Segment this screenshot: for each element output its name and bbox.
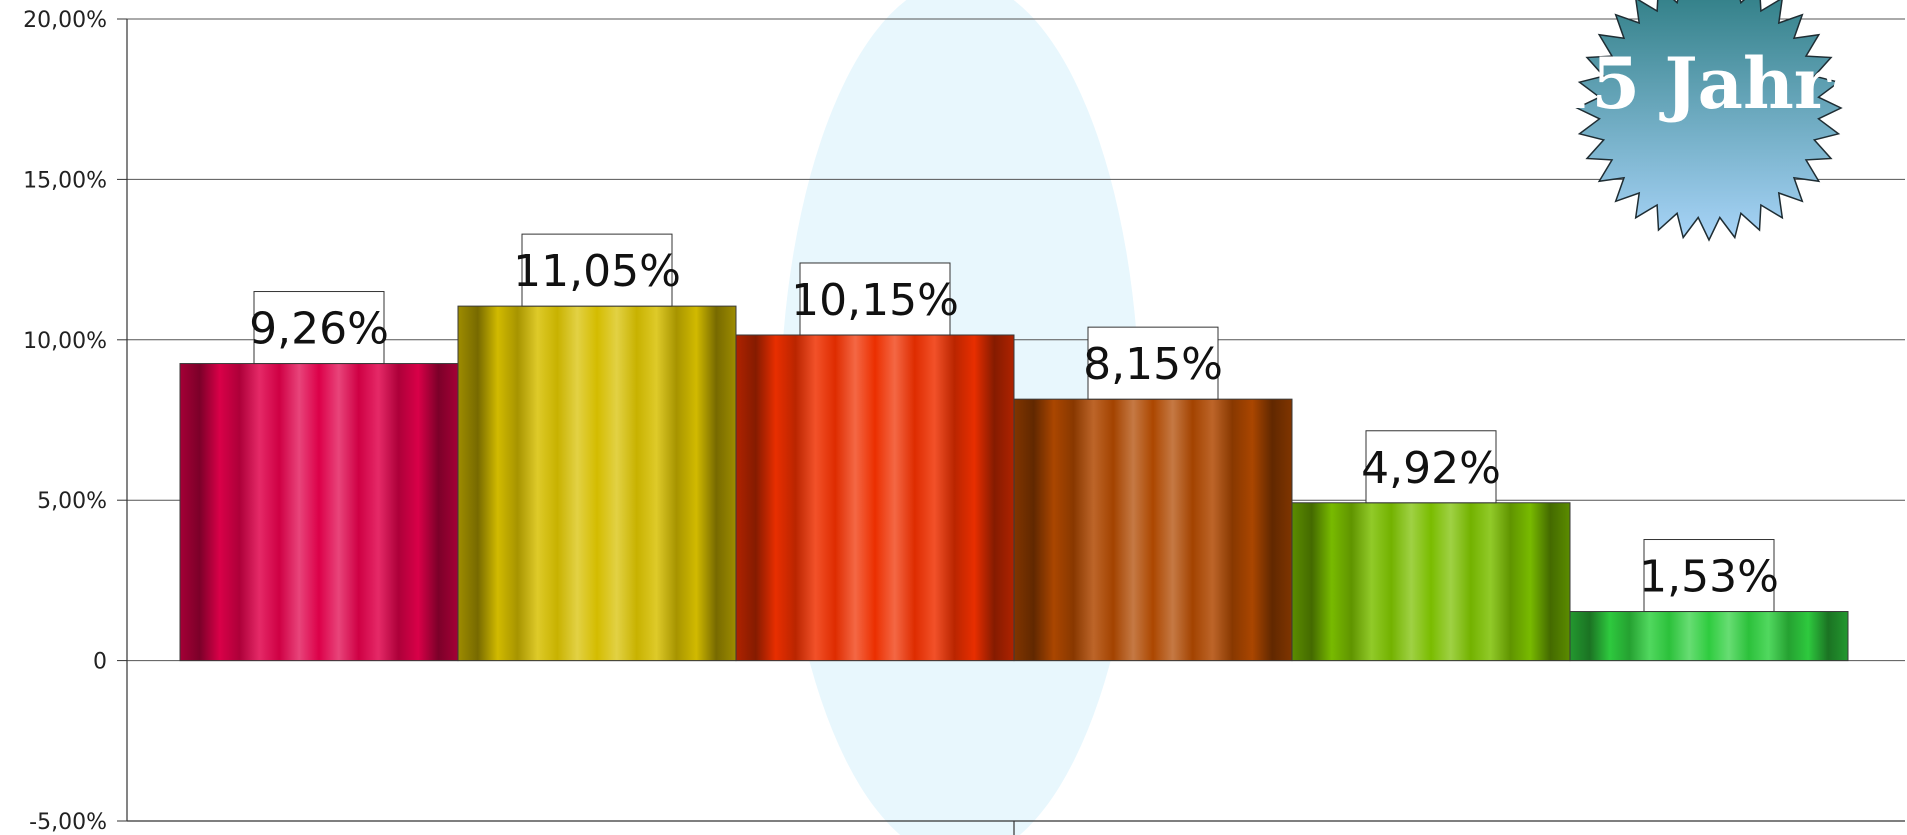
data-label-box <box>1365 430 1497 504</box>
y-tick-labels: 20,00% 15,00% 10,00% 5,00% 0 -5,00% <box>23 8 107 835</box>
axes <box>117 18 1905 835</box>
data-label: 8,15% <box>1083 339 1223 390</box>
data-label-box <box>799 262 951 336</box>
bar <box>179 363 459 662</box>
y-tick-label: 5,00% <box>37 489 107 514</box>
y-tick-label: 15,00% <box>23 168 107 193</box>
bar <box>1013 398 1293 662</box>
bars <box>179 305 1849 662</box>
data-label: 4,92% <box>1361 443 1501 494</box>
data-label-box <box>521 233 673 307</box>
data-label-box <box>1643 539 1775 613</box>
bar <box>457 305 737 662</box>
data-labels: 9,26% 11,05% 10,15% 8,15% 4,92% 1,53% <box>249 233 1779 613</box>
data-label: 1,53% <box>1639 552 1779 603</box>
badge-text: 15 Jahre <box>1543 42 1876 125</box>
data-label: 9,26% <box>249 304 389 355</box>
data-label-box <box>1087 326 1219 400</box>
y-tick-label: 0 <box>93 650 107 675</box>
badge-starburst-shape <box>1575 0 1843 242</box>
y-tick-label: -5,00% <box>29 810 107 835</box>
y-tick-label: 10,00% <box>23 329 107 354</box>
y-tick-label: 20,00% <box>23 8 107 33</box>
bar <box>735 334 1015 662</box>
bar <box>1569 611 1849 662</box>
bar <box>1291 502 1571 662</box>
data-label-box <box>253 291 385 365</box>
badge-starburst: 15 Jahre <box>1543 0 1876 242</box>
data-label: 10,15% <box>791 275 959 326</box>
data-label: 11,05% <box>513 246 681 297</box>
